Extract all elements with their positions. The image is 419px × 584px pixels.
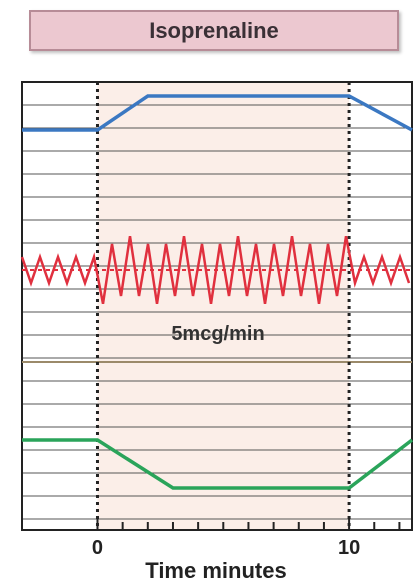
plot-frame bbox=[21, 81, 413, 531]
series-bottom-line bbox=[22, 438, 414, 490]
x-axis-title: Time minutes bbox=[145, 558, 286, 583]
x-tick-label: 10 bbox=[338, 537, 360, 559]
chart-title: Isoprenaline bbox=[29, 10, 399, 51]
series-middle-waveform bbox=[20, 235, 411, 305]
series-top-line bbox=[22, 94, 413, 132]
x-tick-label: 0 bbox=[92, 537, 103, 559]
annotation-label: 5mcg/min bbox=[171, 323, 264, 345]
shaded-region bbox=[97, 82, 350, 530]
gridlines bbox=[22, 104, 412, 520]
x-axis-ticks: 0 10 bbox=[92, 516, 401, 559]
